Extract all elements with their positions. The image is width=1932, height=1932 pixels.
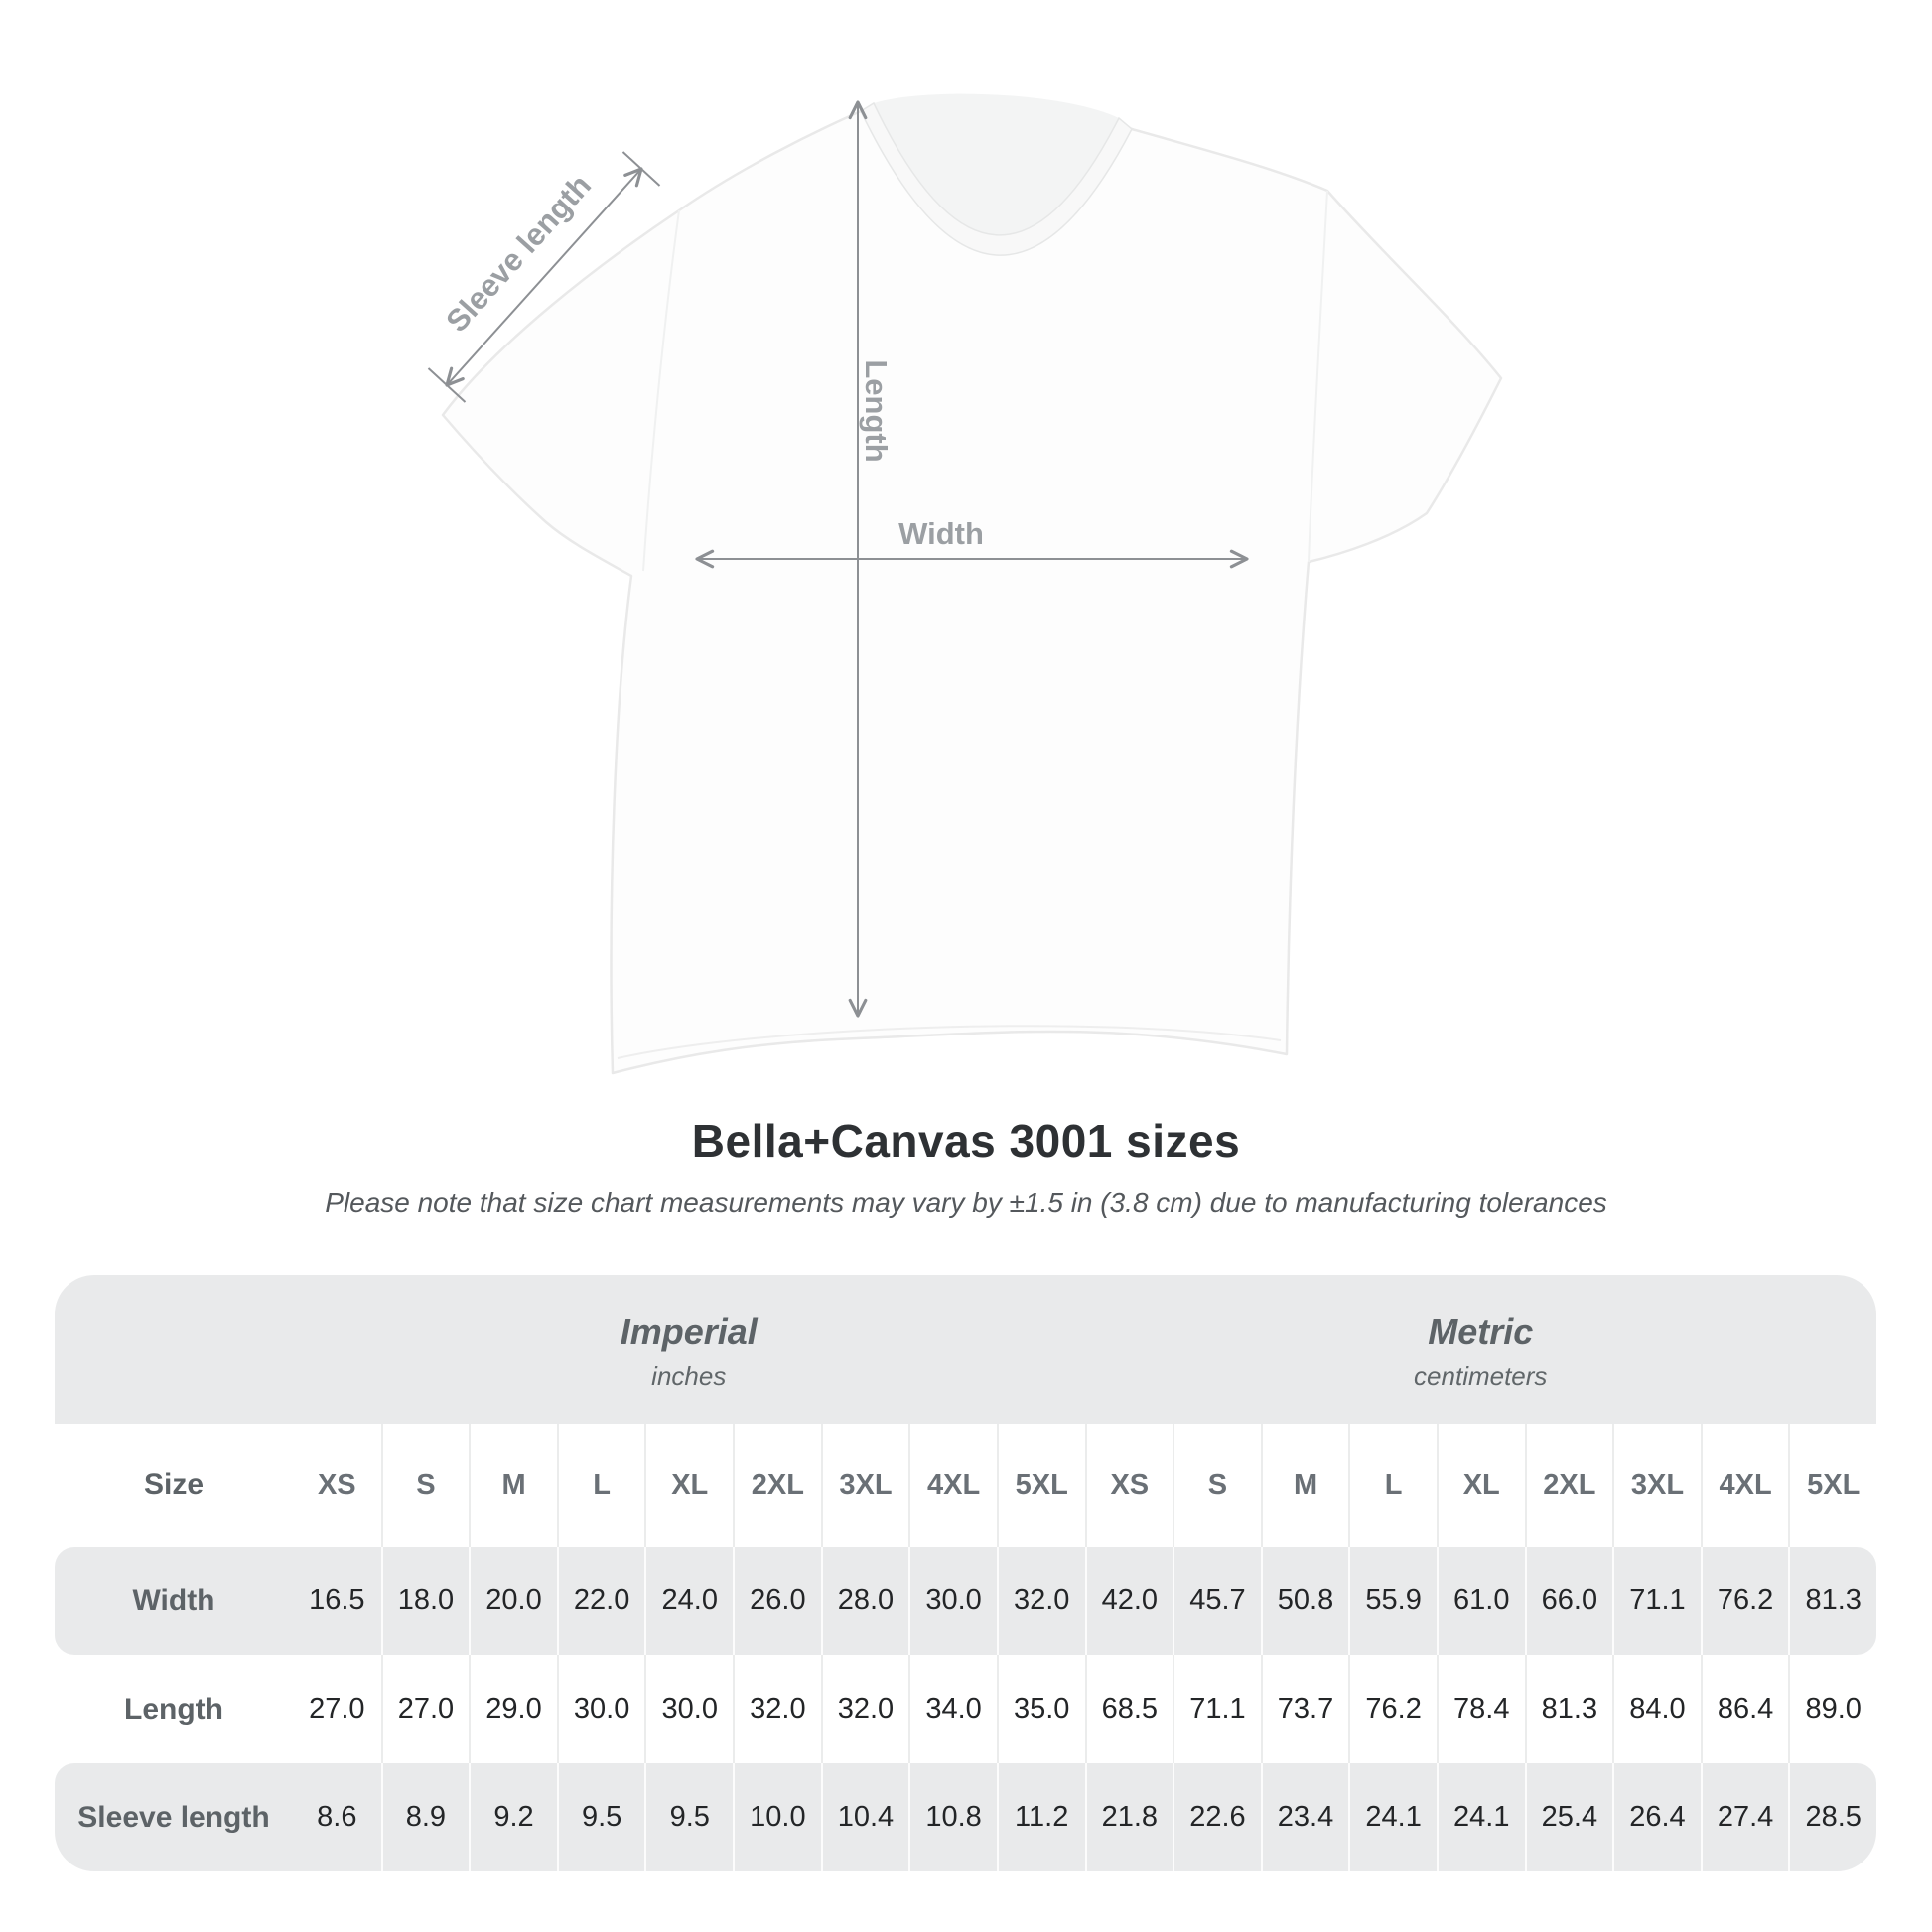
size-col-header: L bbox=[1348, 1424, 1437, 1547]
value-cell: 32.0 bbox=[733, 1655, 821, 1763]
value-cell: 11.2 bbox=[996, 1763, 1085, 1871]
size-col-header: XL bbox=[1436, 1424, 1525, 1547]
value-cell: 28.5 bbox=[1788, 1763, 1876, 1871]
value-cell: 71.1 bbox=[1612, 1547, 1701, 1655]
size-col-header: XL bbox=[644, 1424, 733, 1547]
value-cell: 68.5 bbox=[1084, 1655, 1173, 1763]
value-cell: 16.5 bbox=[309, 1585, 365, 1616]
value-cell: 9.5 bbox=[644, 1763, 733, 1871]
value-cell: 22.0 bbox=[556, 1547, 645, 1655]
page-title: Bella+Canvas 3001 sizes bbox=[691, 1115, 1241, 1167]
value-cell: 27.4 bbox=[1700, 1763, 1789, 1871]
sleeve-dimension-line bbox=[427, 151, 661, 403]
size-col-header: 3XL bbox=[1612, 1424, 1701, 1547]
value-cell: 22.6 bbox=[1173, 1763, 1261, 1871]
value-cell: 24.0 bbox=[644, 1547, 733, 1655]
width-label: Width bbox=[898, 516, 984, 551]
value-cell: 81.3 bbox=[1788, 1547, 1876, 1655]
value-cell: 71.1 bbox=[1173, 1655, 1261, 1763]
value-cell: 84.0 bbox=[1612, 1655, 1701, 1763]
unit-group-header: Imperial inches Metric centimeters bbox=[55, 1275, 1876, 1424]
value-cell: 30.0 bbox=[644, 1655, 733, 1763]
size-col-header: M bbox=[1260, 1424, 1349, 1547]
size-col-header: 2XL bbox=[733, 1424, 821, 1547]
value-cell: 30.0 bbox=[908, 1547, 997, 1655]
value-cell: 50.8 bbox=[1260, 1547, 1349, 1655]
size-col-header: 3XL bbox=[820, 1424, 909, 1547]
value-cell: 76.2 bbox=[1700, 1547, 1789, 1655]
size-col-header: L bbox=[556, 1424, 645, 1547]
value-cell: 78.4 bbox=[1436, 1655, 1525, 1763]
size-col-header: 5XL bbox=[996, 1424, 1085, 1547]
value-cell: 18.0 bbox=[380, 1547, 470, 1655]
metric-label: Metric bbox=[1428, 1311, 1534, 1352]
row-label: Length bbox=[124, 1692, 223, 1725]
value-cell: 10.0 bbox=[733, 1763, 821, 1871]
length-label: Length bbox=[859, 359, 894, 462]
value-cell: 24.1 bbox=[1348, 1763, 1437, 1871]
table-row-sleeve-length: Sleeve length 8.6 8.9 9.2 9.5 9.5 10.0 1… bbox=[55, 1763, 1876, 1871]
size-table: Imperial inches Metric centimeters Size … bbox=[55, 1275, 1876, 1871]
value-cell: 8.6 bbox=[317, 1801, 357, 1833]
value-cell: 25.4 bbox=[1524, 1763, 1613, 1871]
size-col-header: 5XL bbox=[1788, 1424, 1876, 1547]
imperial-units: inches bbox=[651, 1360, 727, 1391]
value-cell: 21.8 bbox=[1084, 1763, 1173, 1871]
value-cell: 45.7 bbox=[1173, 1547, 1261, 1655]
value-cell: 26.4 bbox=[1612, 1763, 1701, 1871]
value-cell: 34.0 bbox=[908, 1655, 997, 1763]
size-col-header: 4XL bbox=[1700, 1424, 1789, 1547]
value-cell: 55.9 bbox=[1348, 1547, 1437, 1655]
value-cell: 32.0 bbox=[996, 1547, 1085, 1655]
value-cell: 66.0 bbox=[1524, 1547, 1613, 1655]
imperial-group-header: Imperial inches bbox=[293, 1275, 1085, 1424]
value-cell: 9.5 bbox=[556, 1763, 645, 1871]
size-col-header: XS bbox=[1084, 1424, 1173, 1547]
size-col-header: S bbox=[1173, 1424, 1261, 1547]
value-cell: 26.0 bbox=[733, 1547, 821, 1655]
value-cell: 10.8 bbox=[908, 1763, 997, 1871]
tshirt-illustration bbox=[441, 93, 1503, 1075]
size-col-header: 4XL bbox=[908, 1424, 997, 1547]
value-cell: 27.0 bbox=[309, 1693, 365, 1725]
value-cell: 73.7 bbox=[1260, 1655, 1349, 1763]
value-cell: 23.4 bbox=[1260, 1763, 1349, 1871]
size-col-header: M bbox=[469, 1424, 557, 1547]
size-col-header: S bbox=[380, 1424, 470, 1547]
table-row-length: Length 27.0 27.0 29.0 30.0 30.0 32.0 32.… bbox=[55, 1655, 1876, 1763]
size-header-row: Size XS S M L XL 2XL 3XL 4XL 5XL XS S M … bbox=[55, 1424, 1876, 1547]
value-cell: 32.0 bbox=[820, 1655, 909, 1763]
value-cell: 29.0 bbox=[469, 1655, 557, 1763]
table-row-width: Width 16.5 18.0 20.0 22.0 24.0 26.0 28.0… bbox=[55, 1547, 1876, 1655]
value-cell: 42.0 bbox=[1084, 1547, 1173, 1655]
value-cell: 89.0 bbox=[1788, 1655, 1876, 1763]
value-cell: 27.0 bbox=[380, 1655, 470, 1763]
value-cell: 24.1 bbox=[1436, 1763, 1525, 1871]
size-corner-header: Size bbox=[143, 1468, 205, 1501]
metric-group-header: Metric centimeters bbox=[1085, 1275, 1877, 1424]
size-col-header: 2XL bbox=[1524, 1424, 1613, 1547]
value-cell: 20.0 bbox=[469, 1547, 557, 1655]
row-label: Sleeve length bbox=[77, 1800, 270, 1834]
value-cell: 76.2 bbox=[1348, 1655, 1437, 1763]
value-cell: 10.4 bbox=[820, 1763, 909, 1871]
value-cell: 28.0 bbox=[820, 1547, 909, 1655]
collar-band bbox=[860, 101, 1133, 256]
tshirt-measurement-diagram: Length Width Sleeve length bbox=[427, 93, 1503, 1075]
value-cell: 81.3 bbox=[1524, 1655, 1613, 1763]
value-cell: 61.0 bbox=[1436, 1547, 1525, 1655]
value-cell: 30.0 bbox=[556, 1655, 645, 1763]
tolerance-note: Please note that size chart measurements… bbox=[325, 1187, 1607, 1218]
imperial-label: Imperial bbox=[620, 1311, 758, 1352]
value-cell: 9.2 bbox=[469, 1763, 557, 1871]
row-label: Width bbox=[132, 1584, 215, 1617]
size-col-header: XS bbox=[317, 1468, 356, 1501]
value-cell: 35.0 bbox=[996, 1655, 1085, 1763]
value-cell: 8.9 bbox=[380, 1763, 470, 1871]
metric-units: centimeters bbox=[1414, 1360, 1548, 1391]
value-cell: 86.4 bbox=[1700, 1655, 1789, 1763]
